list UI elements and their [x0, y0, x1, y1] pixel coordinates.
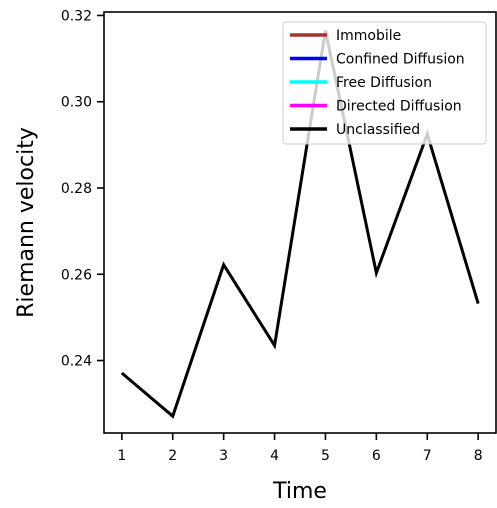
- y-tick-label: 0.24: [61, 354, 92, 370]
- axes-frame: [103, 11, 497, 434]
- x-tick-label: 4: [270, 448, 279, 464]
- legend: Immobile Confined Diffusion Free Diffusion…: [282, 21, 487, 145]
- legend-label: Confined Diffusion: [336, 52, 465, 68]
- y-tick-label: 0.30: [61, 95, 92, 111]
- x-tick-label: 7: [423, 448, 432, 464]
- legend-label: Unclassified: [336, 122, 420, 138]
- x-tick-label: 8: [474, 448, 483, 464]
- legend-label: Directed Diffusion: [336, 99, 462, 115]
- axes: 1 2 3 4 5 6 7 8 0.24 0.26 0.28 0.30 0.32: [61, 8, 497, 464]
- plot-area: [120, 30, 480, 419]
- legend-label: Immobile: [336, 28, 401, 44]
- legend-box: [282, 21, 487, 145]
- x-axis-title: Time: [272, 479, 327, 504]
- x-tick-label: 6: [372, 448, 381, 464]
- x-tick-label: 2: [168, 448, 177, 464]
- y-tick-label: 0.28: [61, 181, 92, 197]
- x-tick-label: 5: [321, 448, 330, 464]
- y-tick-label: 0.26: [61, 267, 92, 283]
- y-tick-label: 0.32: [61, 8, 92, 24]
- x-tick-label: 3: [219, 448, 228, 464]
- series-line-0: [120, 30, 480, 419]
- y-axis-title: Riemann velocity: [14, 127, 39, 318]
- legend-label: Free Diffusion: [336, 75, 432, 91]
- x-tick-label: 1: [117, 448, 126, 464]
